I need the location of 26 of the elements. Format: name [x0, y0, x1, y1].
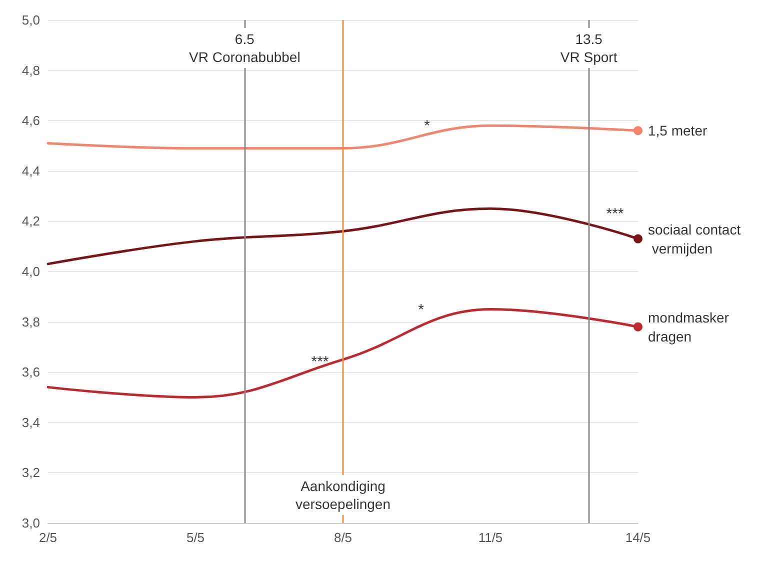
- ref-line-label: 6.5 VR Coronabubbel: [189, 31, 300, 65]
- x-tick-label: 2/5: [38, 530, 58, 545]
- y-tick-label: 4,4: [22, 163, 40, 178]
- ref-line-label: 13.5 VR Sport: [560, 31, 618, 65]
- series-label: sociaal contact vermijden: [648, 221, 741, 256]
- y-tick-label: 4,0: [22, 264, 40, 279]
- x-tick-label: 11/5: [478, 530, 503, 545]
- annotation: *: [424, 118, 430, 134]
- y-tick-label: 4,6: [22, 113, 40, 128]
- y-tick-label: 3,8: [22, 314, 40, 330]
- y-tick-label: 3,2: [22, 465, 40, 480]
- y-tick-label: 3,6: [22, 364, 40, 380]
- series-label: 1,5 meter: [648, 122, 708, 139]
- annotation: ***: [606, 206, 624, 222]
- y-tick-label: 5,0: [22, 12, 40, 28]
- y-tick-label: 4,8: [22, 62, 40, 78]
- y-tick-label: 4,2: [22, 214, 40, 229]
- x-tick-label: 8/5: [334, 530, 352, 545]
- annotation: ***: [311, 354, 329, 370]
- x-tick-label: 14/5: [625, 530, 651, 545]
- ref-line-label: Aankondiging versoepelingen: [296, 478, 390, 512]
- x-tick-label: 5/5: [186, 530, 205, 545]
- series-label: mondmasker dragen: [648, 309, 733, 344]
- y-tick-label: 3,0: [22, 516, 40, 530]
- y-tick-label: 3,4: [22, 414, 40, 430]
- annotation: *: [418, 302, 424, 318]
